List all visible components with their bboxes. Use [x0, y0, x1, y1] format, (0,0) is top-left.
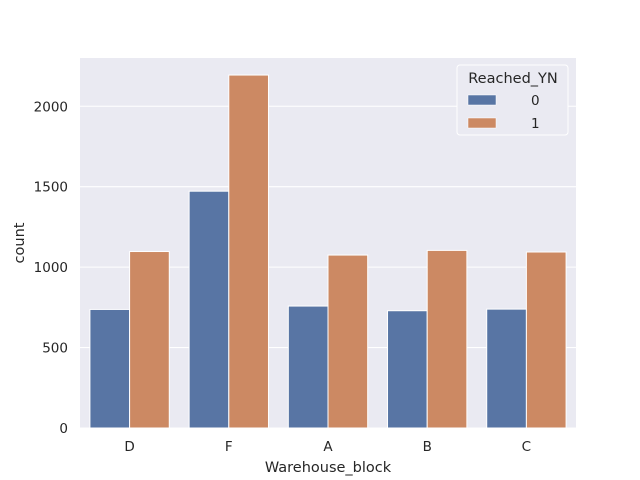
x-tick-label: D: [124, 439, 134, 455]
bar-D-series-1: [129, 251, 170, 429]
legend-label: 1: [531, 116, 540, 132]
x-tick-label: B: [423, 439, 432, 455]
y-tick-label: 2000: [34, 99, 68, 115]
bar-A-series-1: [327, 254, 369, 429]
y-tick-label: 0: [59, 421, 68, 437]
x-tick-label: F: [225, 439, 233, 455]
legend-box: [456, 64, 569, 136]
bar-C-series-1: [525, 251, 567, 429]
y-axis-label: count: [12, 222, 28, 263]
legend-swatch: [467, 94, 497, 106]
y-tick-label: 1500: [34, 180, 68, 196]
y-tick-labels: 0 500 1000 1500 2000: [34, 99, 68, 437]
legend: Reached_YN 0 1: [456, 64, 569, 136]
bar-B-series-1: [426, 249, 468, 429]
x-tick-label: A: [323, 439, 333, 455]
bar-F-series-1: [228, 74, 269, 429]
x-tick-label: C: [522, 439, 531, 455]
x-axis-label: Warehouse_block: [265, 460, 392, 476]
legend-title: Reached_YN: [468, 71, 557, 87]
bar-F-series-0: [188, 190, 230, 429]
bar-A-series-0: [287, 305, 329, 429]
y-tick-label: 500: [42, 341, 68, 357]
legend-swatch: [467, 117, 497, 129]
bar-D-series-0: [89, 308, 131, 429]
bars: [89, 74, 567, 429]
bar-C-series-0: [486, 308, 527, 429]
bar-B-series-0: [387, 310, 428, 429]
legend-label: 0: [531, 93, 540, 109]
y-tick-label: 1000: [34, 260, 68, 276]
